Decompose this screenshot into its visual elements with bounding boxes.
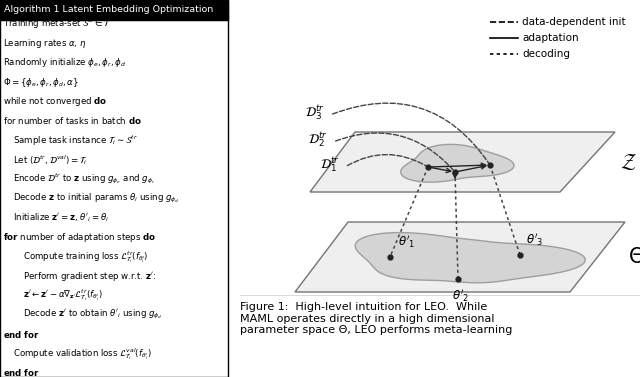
Text: $\mathcal{Z}$: $\mathcal{Z}$	[620, 152, 637, 172]
Text: adaptation: adaptation	[522, 33, 579, 43]
Text: Encode $\mathcal{D}^{tr}$ to $\mathbf{z}$ using $g_{\phi_e}$ and $g_{\phi_r}$: Encode $\mathcal{D}^{tr}$ to $\mathbf{z}…	[13, 172, 155, 186]
Text: Algorithm 1 Latent Embedding Optimization: Algorithm 1 Latent Embedding Optimizatio…	[4, 6, 213, 14]
Polygon shape	[310, 132, 615, 192]
Text: Decode $\mathbf{z}$ to initial params $\theta_i$ using $g_{\phi_d}$: Decode $\mathbf{z}$ to initial params $\…	[13, 192, 179, 205]
Bar	[0, 0, 228, 377]
Polygon shape	[401, 144, 514, 182]
Text: Perform gradient step w.r.t. $\mathbf{z}'$:: Perform gradient step w.r.t. $\mathbf{z}…	[23, 270, 156, 282]
Text: Let $(\mathcal{D}^{tr}, \mathcal{D}^{val}) = \mathcal{T}_i$: Let $(\mathcal{D}^{tr}, \mathcal{D}^{val…	[13, 153, 88, 167]
Text: Sample task instance $\mathcal{T}_i \sim \mathcal{S}^{tr}$: Sample task instance $\mathcal{T}_i \sim…	[13, 133, 138, 147]
Text: data-dependent init: data-dependent init	[522, 17, 626, 27]
Text: $\Theta$: $\Theta$	[628, 247, 640, 267]
Text: Compute training loss $\mathcal{L}^{tr}_{\mathcal{T}_i}(f_{\theta^\prime_i})$: Compute training loss $\mathcal{L}^{tr}_…	[23, 249, 148, 265]
Text: Randomly initialize $\phi_e, \phi_r, \phi_d$: Randomly initialize $\phi_e, \phi_r, \ph…	[3, 56, 126, 69]
Text: $\mathcal{D}_2^{tr}$: $\mathcal{D}_2^{tr}$	[308, 130, 328, 150]
Text: $\theta'_2$: $\theta'_2$	[452, 287, 470, 303]
Text: $\mathcal{D}_1^{tr}$: $\mathcal{D}_1^{tr}$	[321, 155, 340, 175]
Text: $\theta'_3$: $\theta'_3$	[526, 231, 543, 248]
Text: $\mathbf{for}$ number of adaptation steps $\mathbf{do}$: $\mathbf{for}$ number of adaptation step…	[3, 231, 156, 244]
Text: $\theta'_1$: $\theta'_1$	[398, 233, 415, 250]
Text: $\Phi = \{\phi_e, \phi_r, \phi_d, \alpha\}$: $\Phi = \{\phi_e, \phi_r, \phi_d, \alpha…	[3, 76, 79, 89]
Text: for number of tasks in batch $\mathbf{do}$: for number of tasks in batch $\mathbf{do…	[3, 115, 142, 126]
Text: $\mathbf{end\ for}$: $\mathbf{end\ for}$	[3, 368, 40, 377]
Text: while not converged $\mathbf{do}$: while not converged $\mathbf{do}$	[3, 95, 108, 108]
Text: Figure 1:  High-level intuition for LEO.  While
MAML operates directly in a high: Figure 1: High-level intuition for LEO. …	[240, 302, 513, 335]
Text: Compute validation loss $\mathcal{L}^{val}_{\mathcal{T}_i}(f_{\theta^\prime_i})$: Compute validation loss $\mathcal{L}^{va…	[13, 346, 152, 362]
Text: Initialize $\mathbf{z}' = \mathbf{z}$, $\theta'_i = \theta_i$: Initialize $\mathbf{z}' = \mathbf{z}$, $…	[13, 211, 109, 224]
Text: decoding: decoding	[522, 49, 570, 59]
Polygon shape	[295, 222, 625, 292]
Text: $\mathbf{z}' \leftarrow \mathbf{z}' - \alpha\nabla_{\mathbf{z}'}\mathcal{L}^{tr}: $\mathbf{z}' \leftarrow \mathbf{z}' - \a…	[23, 288, 103, 303]
Bar	[0, 0, 228, 20]
Text: Decode $\mathbf{z}'$ to obtain $\theta'_i$ using $g_{\phi_d}$: Decode $\mathbf{z}'$ to obtain $\theta'_…	[23, 308, 163, 322]
Text: $\mathbf{end\ for}$: $\mathbf{end\ for}$	[3, 329, 40, 340]
Polygon shape	[355, 233, 586, 283]
Text: Learning rates $\alpha$, $\eta$: Learning rates $\alpha$, $\eta$	[3, 37, 86, 50]
Text: $\mathcal{D}_3^{tr}$: $\mathcal{D}_3^{tr}$	[305, 103, 325, 123]
Text: Training meta-set $\mathcal{S}^{tr} \in \mathcal{T}$: Training meta-set $\mathcal{S}^{tr} \in …	[3, 17, 112, 31]
